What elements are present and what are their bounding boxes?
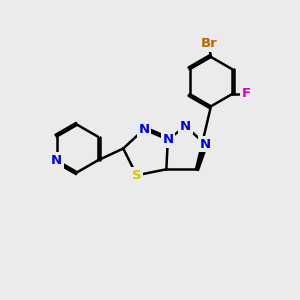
Text: N: N xyxy=(180,120,191,133)
Text: N: N xyxy=(51,154,62,167)
Text: S: S xyxy=(132,169,141,182)
Text: N: N xyxy=(139,123,150,136)
Text: F: F xyxy=(242,88,251,100)
Text: Br: Br xyxy=(201,37,218,50)
Text: N: N xyxy=(162,133,173,146)
Text: N: N xyxy=(200,138,211,151)
